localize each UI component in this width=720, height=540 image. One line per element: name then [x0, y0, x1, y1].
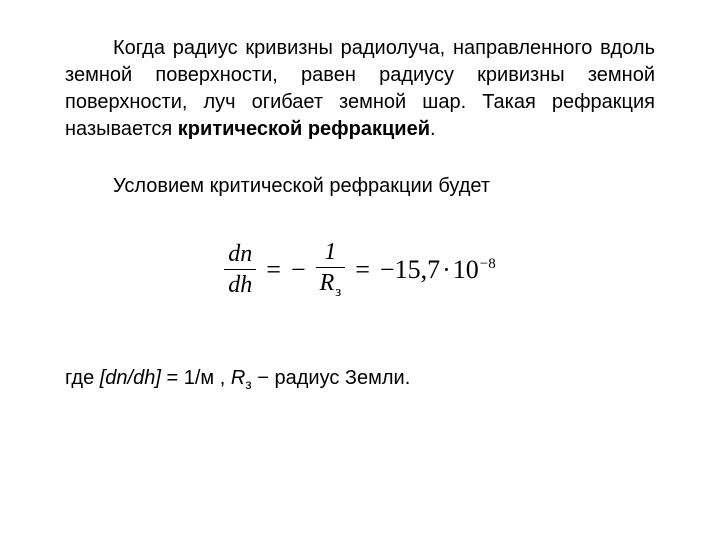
- rhs: −15,7·10−8: [380, 255, 496, 285]
- frac2-den: Rз: [316, 267, 346, 300]
- minus-2: −: [380, 255, 395, 284]
- paragraph-1: Когда радиус кривизны радиолуча, направл…: [65, 35, 655, 143]
- p1-text-c: .: [430, 118, 436, 140]
- fraction-1-Rz: 1 Rз: [316, 240, 346, 300]
- fraction-dn-dh: dn dh: [224, 242, 256, 297]
- value-b: 10: [453, 255, 479, 284]
- p3-b: [dn/dh]: [100, 367, 161, 389]
- paragraph-3: где [dn/dh] = 1/м , Rз − радиус Земли.: [65, 365, 655, 394]
- exponent: −8: [480, 256, 496, 272]
- minus-1: −: [291, 255, 306, 285]
- frac1-den: dh: [224, 269, 256, 297]
- p3-a: где: [65, 367, 100, 389]
- p3-e: − радиус Земли.: [252, 367, 411, 389]
- p3-d: R: [231, 367, 245, 389]
- p3-c: = 1/м ,: [161, 367, 231, 389]
- value-a: 15,7: [395, 255, 441, 284]
- frac1-num: dn: [224, 242, 256, 269]
- p1-text-b: критической рефракцией: [178, 118, 430, 140]
- equals-1: =: [266, 255, 281, 285]
- paragraph-2: Условием критической рефракции будет: [65, 173, 655, 200]
- frac2-num: 1: [320, 240, 340, 267]
- formula: dn dh = − 1 Rз = −15,7·10−8: [224, 240, 495, 300]
- frac2-den-sub: з: [335, 284, 341, 300]
- cdot: ·: [440, 255, 453, 284]
- equals-2: =: [355, 255, 370, 285]
- p2-text: Условием критической рефракции будет: [113, 175, 490, 197]
- formula-block: dn dh = − 1 Rз = −15,7·10−8: [65, 240, 655, 300]
- frac2-den-R: R: [320, 270, 335, 296]
